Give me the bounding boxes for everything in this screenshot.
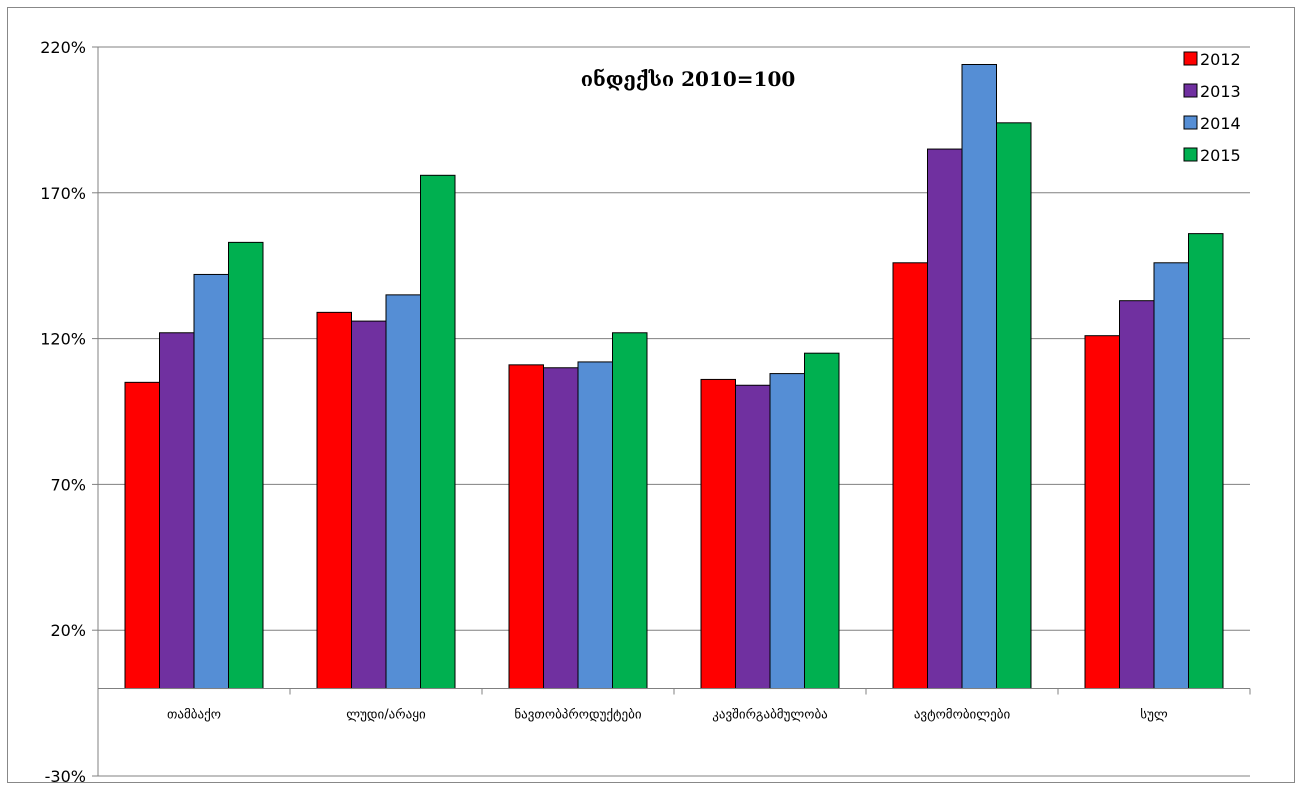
bar-2012 xyxy=(1084,335,1120,690)
bar-2015 xyxy=(1188,233,1224,690)
bar-2015 xyxy=(228,241,264,690)
bar-2014 xyxy=(193,273,229,690)
category-label: სულ xyxy=(1140,708,1168,723)
y-tick-label: 70% xyxy=(50,475,86,494)
legend-label-2012: 2012 xyxy=(1200,50,1241,69)
legend-swatch-2013 xyxy=(1183,83,1198,98)
y-tick-label: 120% xyxy=(40,330,86,349)
legend-label-2015: 2015 xyxy=(1200,146,1241,165)
legend-label-2013: 2013 xyxy=(1200,82,1241,101)
gridlines xyxy=(92,46,1251,777)
bar-2015 xyxy=(804,352,840,690)
bar-2014 xyxy=(961,63,997,690)
bars xyxy=(124,63,1224,690)
category-label: თამბაქო xyxy=(167,708,221,723)
bar-2013 xyxy=(735,384,771,690)
chart-title: ინდექსი 2010=100 xyxy=(581,67,796,91)
y-tick-label: -30% xyxy=(45,767,86,786)
legend-swatch-2012 xyxy=(1183,51,1198,66)
legend: 2012 2013 2014 2015 xyxy=(1183,50,1241,165)
bar-2013 xyxy=(927,148,963,690)
bar-2015 xyxy=(996,122,1032,690)
axes xyxy=(97,47,1250,776)
bar-2013 xyxy=(159,332,195,690)
bar-2012 xyxy=(508,364,544,690)
y-tick-label: 20% xyxy=(50,621,86,640)
y-tick-labels: -30% 20% 70% 120% 170% 220% xyxy=(40,38,86,786)
category-label: ლუდი/არაყი xyxy=(346,708,426,723)
bar-2012 xyxy=(700,378,736,690)
bar-2015 xyxy=(612,332,648,690)
bar-2014 xyxy=(577,361,613,690)
y-tick-label: 170% xyxy=(40,184,86,203)
category-labels: თამბაქო ლუდი/არაყი ნავთობპროდუქტები კავშირგ… xyxy=(167,708,1168,723)
bar-2013 xyxy=(543,367,579,690)
legend-swatch-2015 xyxy=(1183,147,1198,162)
bar-2012 xyxy=(316,311,352,690)
bar-2012 xyxy=(892,262,928,690)
bar-2014 xyxy=(385,294,421,690)
y-tick-label: 220% xyxy=(40,38,86,57)
category-label: ნავთობპროდუქტები xyxy=(514,708,642,723)
legend-swatch-2014 xyxy=(1183,115,1198,130)
bar-2013 xyxy=(351,320,387,690)
category-label: კავშირგაბმულობა xyxy=(712,708,828,723)
bar-2012 xyxy=(124,381,160,690)
bar-2014 xyxy=(1153,262,1189,690)
bar-2013 xyxy=(1119,300,1155,690)
legend-label-2014: 2014 xyxy=(1200,114,1241,133)
bar-2014 xyxy=(769,373,805,690)
category-label: ავტომობილები xyxy=(914,708,1011,723)
bar-2015 xyxy=(420,174,456,690)
